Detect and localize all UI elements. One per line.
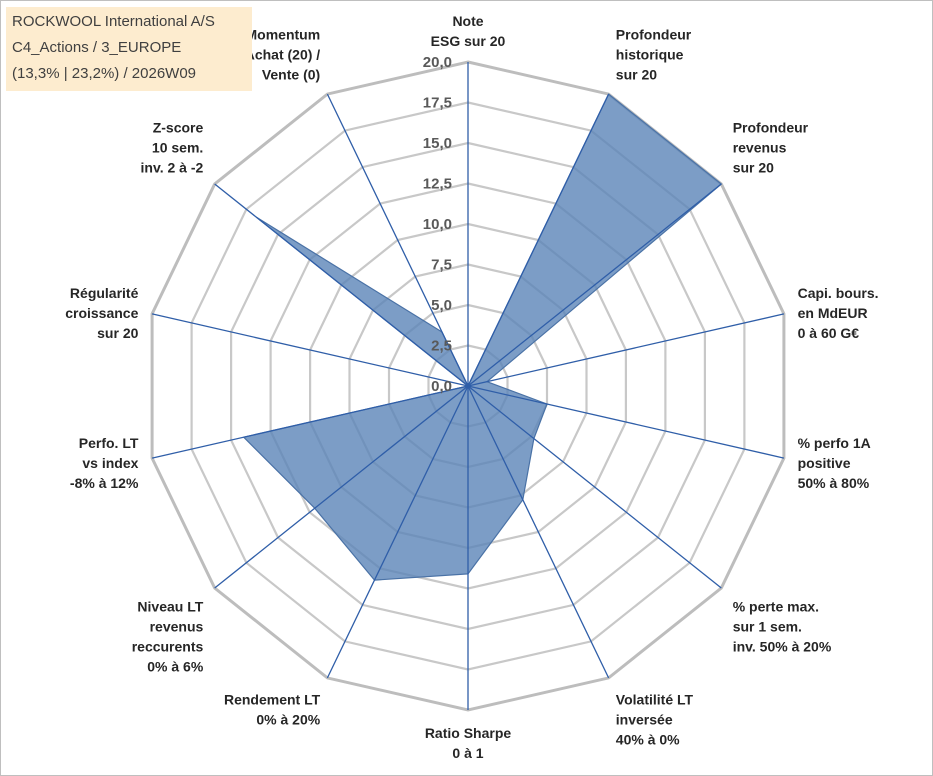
axis-label: % perfo 1A positive 50% à 80% <box>798 435 871 491</box>
axis-label: Note ESG sur 20 <box>431 13 506 49</box>
chart-title-box: ROCKWOOL International A/S C4_Actions / … <box>6 7 252 91</box>
axis-labels: Note ESG sur 20 Profondeur historique sur 20… <box>65 13 878 761</box>
axis-label: Profondeur historique sur 20 <box>616 26 692 82</box>
axis-label: Perfo. LT vs index -8% à 12% <box>70 435 139 491</box>
axis-spoke <box>214 183 469 387</box>
radial-tick-label: 20,0 <box>423 54 452 71</box>
axis-label: Rendement LT 0% à 20% <box>224 692 321 728</box>
axis-label: Ratio Sharpe 0 à 1 <box>425 725 512 761</box>
axis-spoke <box>326 385 469 679</box>
radial-tick-label: 15,0 <box>423 135 452 152</box>
axis-spoke <box>151 385 469 459</box>
radial-tick-label: 7,5 <box>431 257 452 274</box>
axis-label: Momentum Achat (20) / Vente (0) <box>245 26 321 82</box>
axis-spoke <box>467 385 722 589</box>
axis-label: Capi. bours. en MdEUR 0 à 60 G€ <box>798 285 879 341</box>
radial-tick-label: 5,0 <box>431 297 452 314</box>
axis-spoke <box>326 93 469 387</box>
chart-period-line: (13,3% | 23,2%) / 2026W09 <box>12 65 196 82</box>
axis-spoke <box>214 385 469 589</box>
axis-label: Niveau LT revenus reccurents 0% à 6% <box>132 599 204 675</box>
radial-tick-label: 2,5 <box>431 338 452 355</box>
radial-tick-labels: 0,0 2,5 5,0 7,5 10,0 12,5 15,0 17,5 20,0 <box>423 54 452 395</box>
axis-spoke <box>467 93 610 387</box>
axis-spoke <box>467 183 722 387</box>
radial-tick-label: 10,0 <box>423 216 452 233</box>
axis-label: Z-score 10 sem. inv. 2 à -2 <box>141 120 204 176</box>
chart-subtitle-line: C4_Actions / 3_EUROPE <box>12 39 182 56</box>
axis-spoke <box>467 313 785 387</box>
radial-tick-label: 17,5 <box>423 95 452 112</box>
axis-label: Régularité croissance sur 20 <box>65 285 138 341</box>
axis-spoke <box>467 385 610 679</box>
axis-spoke <box>467 385 785 459</box>
radial-tick-label: 0,0 <box>431 378 452 395</box>
axis-label: Profondeur revenus sur 20 <box>733 120 809 176</box>
chart-title-line: ROCKWOOL International A/S <box>12 13 215 30</box>
axis-label: Volatilité LT inversée 40% à 0% <box>616 692 694 748</box>
radar-spokes <box>151 62 785 710</box>
axis-label: % perte max. sur 1 sem. inv. 50% à 20% <box>733 599 832 655</box>
axis-spoke <box>151 313 469 387</box>
radial-tick-label: 12,5 <box>423 176 452 193</box>
